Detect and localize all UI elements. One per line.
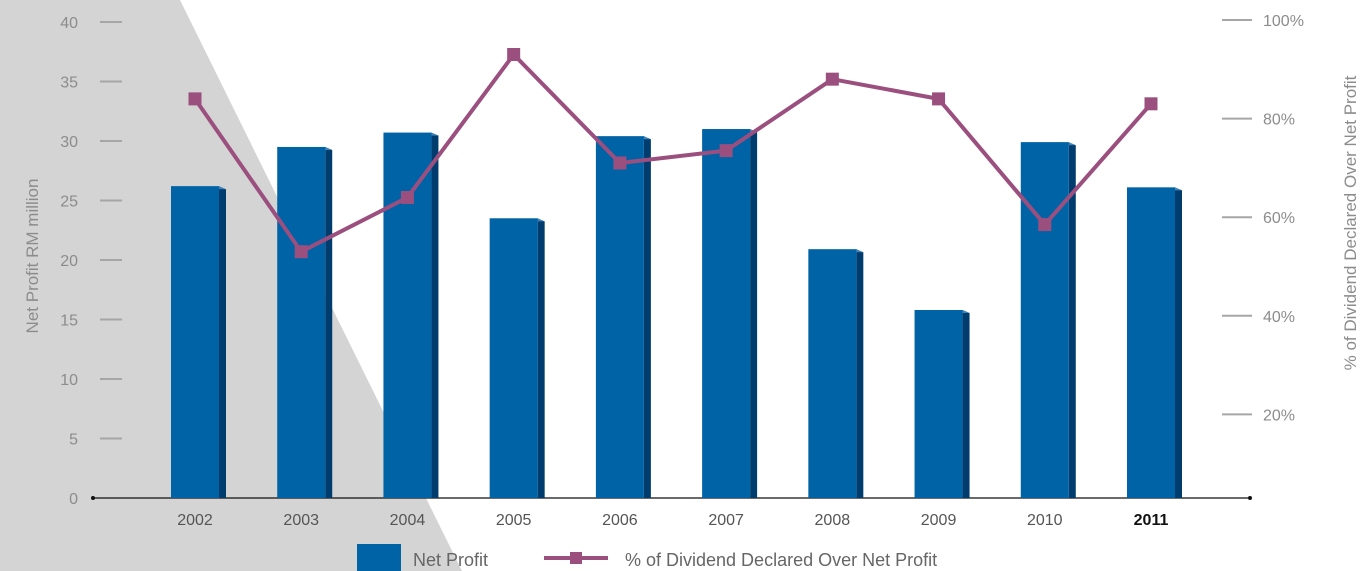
bar-side — [219, 186, 226, 498]
left-tick-label: 0 — [69, 491, 78, 508]
right-tick-label: 80% — [1263, 112, 1295, 129]
right-tick-label: 40% — [1263, 309, 1295, 326]
category-label: 2003 — [283, 512, 319, 529]
bar-series-net-profit — [171, 129, 1182, 499]
bar — [489, 218, 538, 498]
bar — [1020, 142, 1069, 498]
left-tick-label: 10 — [60, 372, 78, 389]
dividend-marker — [400, 190, 414, 204]
legend-swatch-net-profit — [357, 544, 401, 571]
legend-swatch-dividend-marker — [570, 552, 582, 564]
bar-side — [856, 249, 864, 498]
category-label: 2005 — [496, 512, 532, 529]
left-tick-label: 15 — [60, 313, 78, 330]
bar-side — [1068, 142, 1076, 498]
legend-label-net-profit: Net Profit — [413, 550, 488, 570]
dividend-marker — [932, 92, 946, 106]
bar — [1127, 187, 1175, 498]
category-label: 2009 — [921, 512, 957, 529]
dividend-line — [193, 52, 1153, 254]
right-axis: 20% 40% 60% 80% 100% — [1222, 13, 1304, 424]
category-labels: 2002 2003 2004 2005 2006 2007 2008 2009 2010 2011 — [177, 512, 1168, 529]
line-series-dividend — [188, 48, 1158, 259]
dividend-marker — [613, 156, 627, 170]
category-label: 2002 — [177, 512, 213, 529]
bar-side — [1175, 187, 1182, 498]
dividend-marker — [1144, 97, 1158, 111]
category-label: 2007 — [708, 512, 744, 529]
dividend-marker — [825, 72, 839, 86]
left-axis: 0 5 10 15 20 25 30 35 40 — [60, 15, 122, 508]
dividend-marker — [294, 245, 308, 259]
dividend-marker — [188, 92, 202, 106]
bar-side — [537, 218, 545, 498]
left-tick-label: 35 — [60, 75, 78, 92]
category-label: 2008 — [815, 512, 851, 529]
bar — [914, 309, 963, 498]
dividend-marker — [719, 144, 733, 158]
legend: Net Profit % of Dividend Declared Over N… — [357, 544, 937, 571]
left-tick-label: 25 — [60, 194, 78, 211]
bar — [808, 249, 857, 498]
bar — [277, 146, 326, 498]
left-tick-label: 5 — [69, 432, 78, 449]
bar-side — [325, 146, 333, 498]
bar — [383, 132, 432, 499]
bar — [595, 136, 644, 499]
category-label: 2010 — [1027, 512, 1063, 529]
right-tick-label: 100% — [1263, 13, 1304, 30]
left-tick-label: 30 — [60, 134, 78, 151]
right-tick-label: 60% — [1263, 210, 1295, 227]
category-label: 2011 — [1134, 512, 1169, 529]
dividend-marker — [507, 48, 521, 62]
left-tick-label: 40 — [60, 15, 78, 32]
x-axis-start-dot — [91, 496, 95, 500]
bar-side — [643, 136, 651, 499]
bar — [171, 186, 219, 498]
category-label: 2006 — [602, 512, 638, 529]
background-diagonal-shape — [0, 0, 462, 571]
right-tick-label: 20% — [1263, 407, 1295, 424]
x-axis-end-dot — [1248, 496, 1252, 500]
legend-label-dividend: % of Dividend Declared Over Net Profit — [625, 550, 937, 570]
bar — [702, 129, 751, 498]
bar-side — [750, 129, 758, 498]
dividend-marker — [1038, 218, 1052, 232]
right-axis-title: % of Dividend Declared Over Net Profit — [1341, 75, 1360, 370]
bar-side — [431, 132, 439, 499]
left-tick-label: 20 — [60, 253, 78, 270]
bar-side — [962, 309, 970, 498]
category-label: 2004 — [390, 512, 426, 529]
left-axis-title: Net Profit RM million — [23, 179, 42, 334]
